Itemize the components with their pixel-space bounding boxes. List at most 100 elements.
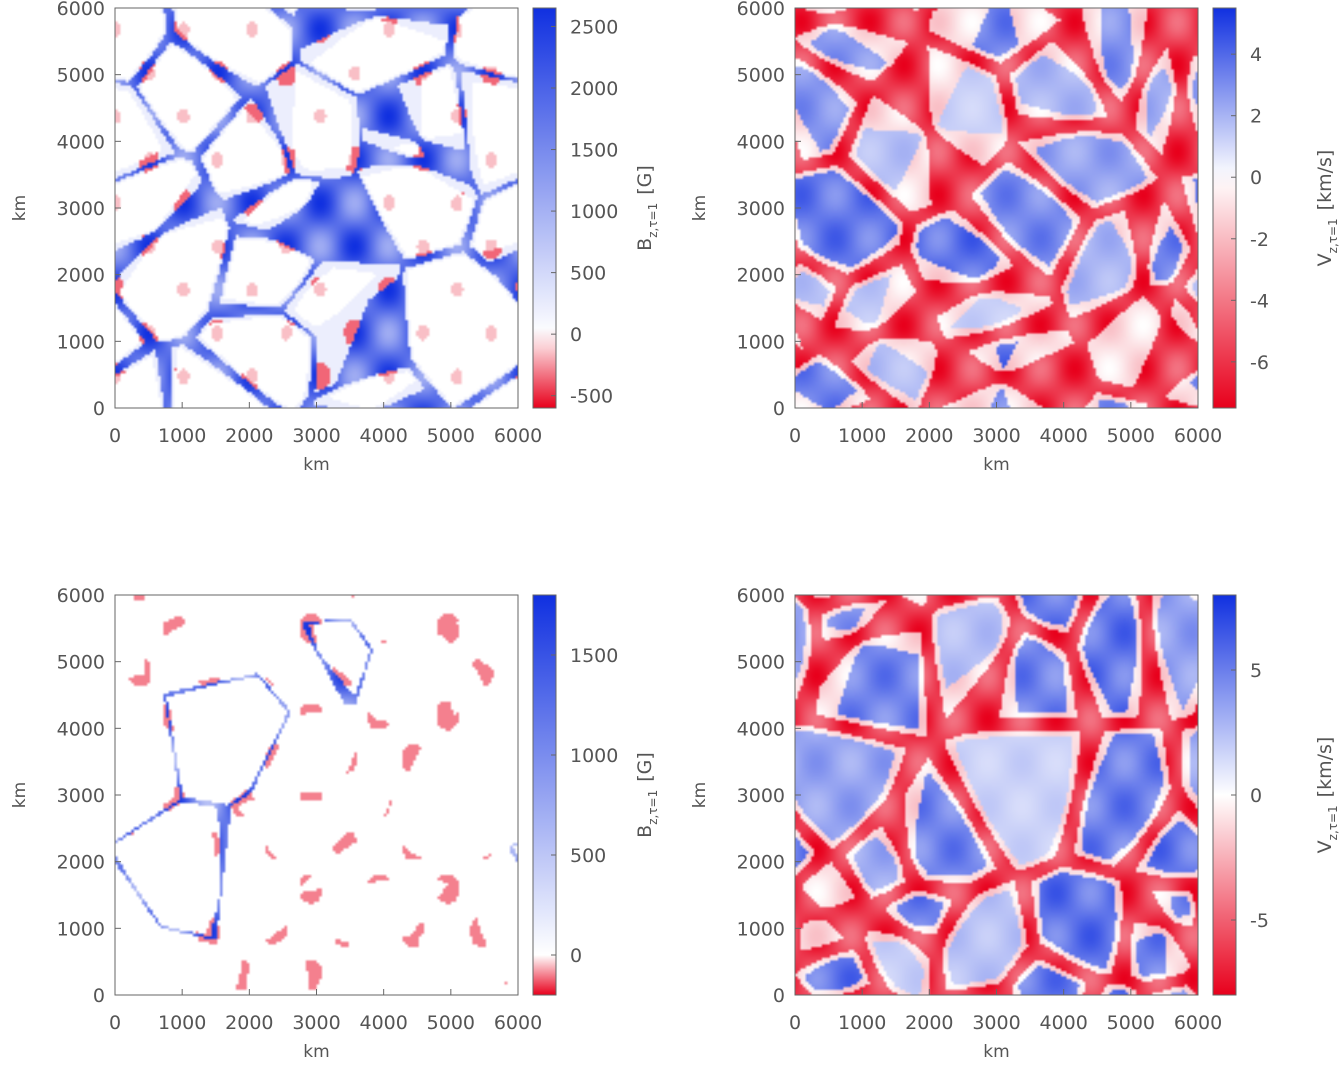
panel-3: 0 1000 2000 3000 4000 5000 6000010002000300040… [10, 585, 660, 1062]
x-tick-label: 3000 [292, 1012, 340, 1034]
x-tick-label: 6000 [494, 1012, 542, 1034]
y-tick-label: 3000 [57, 785, 105, 807]
x-tick-label: 3000 [972, 1012, 1020, 1034]
x-tick-label: 0 [109, 1012, 121, 1034]
x-tick-label: 3000 [972, 425, 1020, 447]
colorbar-tick-label: -500 [570, 386, 613, 408]
heatmap-image [115, 8, 518, 408]
colorbar-label-main: B [634, 238, 656, 251]
colorbar-label: Vz,τ=1 [km/s] [1314, 737, 1340, 854]
colorbar-label-unit: [G] [634, 165, 656, 195]
colorbar-label-unit: [km/s] [1314, 737, 1336, 798]
y-axis-label: km [10, 782, 30, 808]
x-tick-label: 2000 [225, 1012, 273, 1034]
y-tick-label: 5000 [737, 65, 785, 87]
x-tick-label: 5000 [1107, 1012, 1155, 1034]
panel-2: 0 1000 2000 3000 4000 5000 6000 0 1000 2000 3000 4 0… [690, 0, 1340, 475]
y-tick-label: 3000 [737, 198, 785, 220]
colorbar-tick-label: -6 [1250, 352, 1269, 374]
colorbar-label: Vz,τ=1 [km/s] [1314, 150, 1340, 267]
y-tick-label: 4000 [57, 718, 105, 740]
y-tick-label: 2000 [737, 265, 785, 287]
y-tick-label: 1000 [737, 331, 785, 353]
y-tick-label: 1000 [57, 331, 105, 353]
colorbar-label-sub: z,τ=1 [646, 790, 660, 825]
heatmap-image [115, 595, 518, 995]
colorbar-label-unit: [km/s] [1314, 150, 1336, 211]
colorbar-label: Bz,τ=1 [G] [634, 752, 660, 838]
y-tick-label: 4000 [57, 131, 105, 153]
x-axis-label: km [983, 455, 1009, 475]
x-tick-label: 6000 [494, 425, 542, 447]
colorbar-label-sub: z,τ=1 [646, 203, 660, 238]
x-tick-label: 6000 [1174, 425, 1222, 447]
colorbar [532, 594, 557, 996]
colorbar-tick-label: -2 [1250, 229, 1269, 251]
colorbar-tick-label: -4 [1250, 290, 1269, 312]
x-tick-label: 4000 [1039, 425, 1087, 447]
colorbar-tick-label: 1000 [570, 201, 618, 223]
y-tick-label: 6000 [57, 0, 105, 20]
x-tick-label: 1000 [838, 1012, 886, 1034]
colorbar-label-sub: z,τ=1 [1326, 805, 1340, 840]
colorbar-tick-label: 2000 [570, 78, 618, 100]
colorbar-label-main: V [1314, 840, 1336, 853]
y-tick-label: 0 [773, 985, 785, 1007]
x-tick-label: 5000 [427, 1012, 475, 1034]
colorbar [532, 7, 557, 409]
y-tick-label: 6000 [57, 585, 105, 607]
x-tick-label: 4000 [359, 1012, 407, 1034]
y-axis-label: km [10, 195, 30, 221]
y-tick-label: 5000 [57, 652, 105, 674]
y-tick-label: 5000 [57, 65, 105, 87]
colorbar-tick-label: 500 [570, 263, 606, 285]
colorbar-tick-label: 2 [1250, 106, 1262, 128]
colorbar-tick-label: 0 [1250, 785, 1262, 807]
y-axis-label: km [690, 195, 710, 221]
x-tick-label: 0 [789, 1012, 801, 1034]
y-tick-label: 5000 [737, 652, 785, 674]
y-axis-label: km [690, 782, 710, 808]
colorbar-label: Bz,τ=1 [G] [634, 165, 660, 251]
x-tick-label: 5000 [427, 425, 475, 447]
y-tick-label: 2000 [57, 265, 105, 287]
x-tick-label: 1000 [158, 425, 206, 447]
y-tick-label: 0 [93, 398, 105, 420]
y-tick-label: 3000 [57, 198, 105, 220]
y-tick-label: 6000 [737, 585, 785, 607]
heatmap-image [795, 8, 1198, 408]
y-tick-label: 1000 [57, 918, 105, 940]
x-tick-label: 0 [109, 425, 121, 447]
colorbar-label-main: V [1314, 253, 1336, 266]
x-tick-label: 1000 [838, 425, 886, 447]
panel-4: 0 1000 2000 3000 4000 5000 6000 0 1000 2000 3000 40… [690, 585, 1340, 1062]
colorbar-tick-label: 5 [1250, 660, 1262, 682]
colorbar-tick-label: 0 [570, 324, 582, 346]
x-tick-label: 3000 [292, 425, 340, 447]
x-tick-label: 2000 [225, 425, 273, 447]
colorbar-label-unit: [G] [634, 752, 656, 782]
x-tick-label: 4000 [1039, 1012, 1087, 1034]
panel-1: 0 1000 2000 3000 4000 5000 6000010002000300040… [10, 0, 660, 475]
x-axis-label: km [303, 455, 329, 475]
colorbar-label-main: B [634, 825, 656, 838]
x-tick-label: 0 [789, 425, 801, 447]
x-tick-label: 1000 [158, 1012, 206, 1034]
y-tick-label: 2000 [737, 852, 785, 874]
colorbar-tick-label: 500 [570, 845, 606, 867]
colorbar-tick-label: 1500 [570, 645, 618, 667]
y-tick-label: 0 [93, 985, 105, 1007]
colorbar-tick-label: -5 [1250, 910, 1269, 932]
colorbar-tick-label: 0 [1250, 167, 1262, 189]
colorbar [1212, 7, 1237, 409]
y-tick-label: 0 [773, 398, 785, 420]
x-axis-label: km [983, 1042, 1009, 1062]
x-tick-label: 2000 [905, 1012, 953, 1034]
colorbar-tick-label: 2500 [570, 16, 618, 38]
colorbar-tick-label: 0 [570, 945, 582, 967]
x-tick-label: 2000 [905, 425, 953, 447]
y-tick-label: 1000 [737, 918, 785, 940]
colorbar-tick-label: 4 [1250, 44, 1262, 66]
